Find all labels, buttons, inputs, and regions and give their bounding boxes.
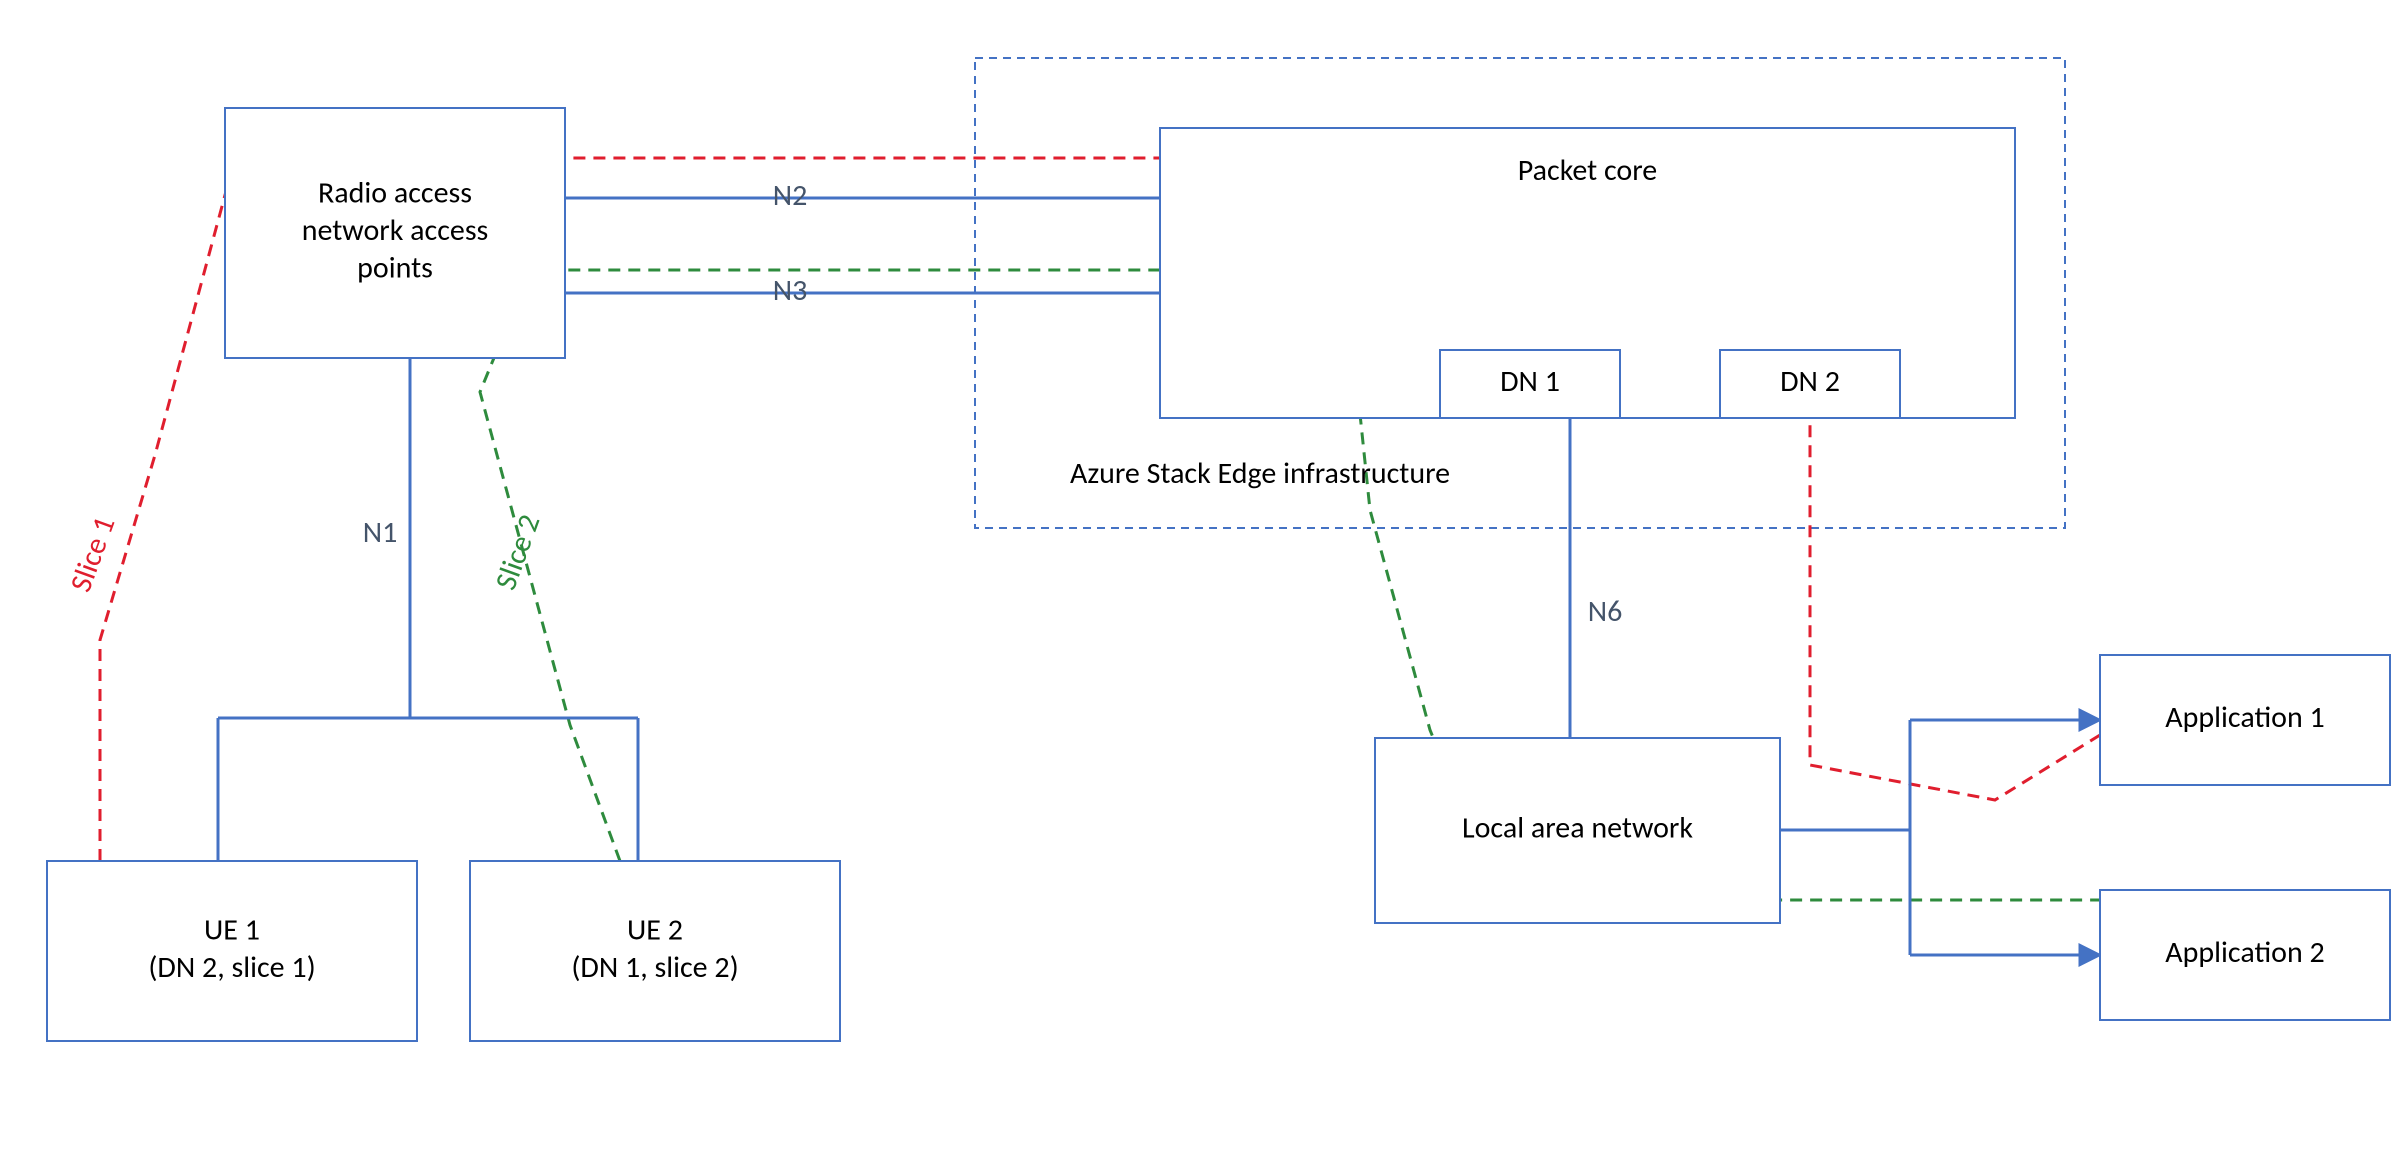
- svg-text:DN 2: DN 2: [1780, 363, 1840, 400]
- dn2-box: DN 2: [1720, 350, 1900, 418]
- svg-text:Application 2: Application 2: [2165, 934, 2324, 971]
- svg-text:DN 1: DN 1: [1500, 363, 1560, 400]
- lan-box: Local area network: [1375, 738, 1780, 923]
- svg-text:points: points: [357, 250, 433, 287]
- network-diagram: Packet core DN 1 DN 2 Radio accessnetwor…: [0, 0, 2408, 1154]
- svg-text:UE 1: UE 1: [204, 911, 260, 948]
- svg-text:network access: network access: [302, 212, 489, 249]
- svg-text:(DN 2, slice 1): (DN 2, slice 1): [148, 949, 315, 986]
- slice2-label: Slice 2: [487, 510, 548, 595]
- ue1-box: UE 1(DN 2, slice 1): [47, 861, 417, 1041]
- svg-text:(DN 1, slice 2): (DN 1, slice 2): [571, 949, 738, 986]
- svg-text:Packet core: Packet core: [1518, 152, 1657, 189]
- app2-box: Application 2: [2100, 890, 2390, 1020]
- n6-label: N6: [1588, 593, 1623, 630]
- dn1-box: DN 1: [1440, 350, 1620, 418]
- ase-label: Azure Stack Edge infrastructure: [1070, 455, 1450, 492]
- svg-text:Local area network: Local area network: [1462, 810, 1693, 847]
- svg-text:UE 2: UE 2: [627, 911, 683, 948]
- svg-text:Radio access: Radio access: [318, 175, 472, 212]
- slice1-label: Slice 1: [62, 512, 123, 597]
- svg-text:Application 1: Application 1: [2165, 699, 2324, 736]
- ue2-box: UE 2(DN 1, slice 2): [470, 861, 840, 1041]
- n2-label: N2: [773, 177, 808, 214]
- n1-label: N1: [363, 514, 398, 551]
- n3-label: N3: [773, 272, 808, 309]
- ran-box: Radio accessnetwork accesspoints: [225, 108, 565, 358]
- app1-box: Application 1: [2100, 655, 2390, 785]
